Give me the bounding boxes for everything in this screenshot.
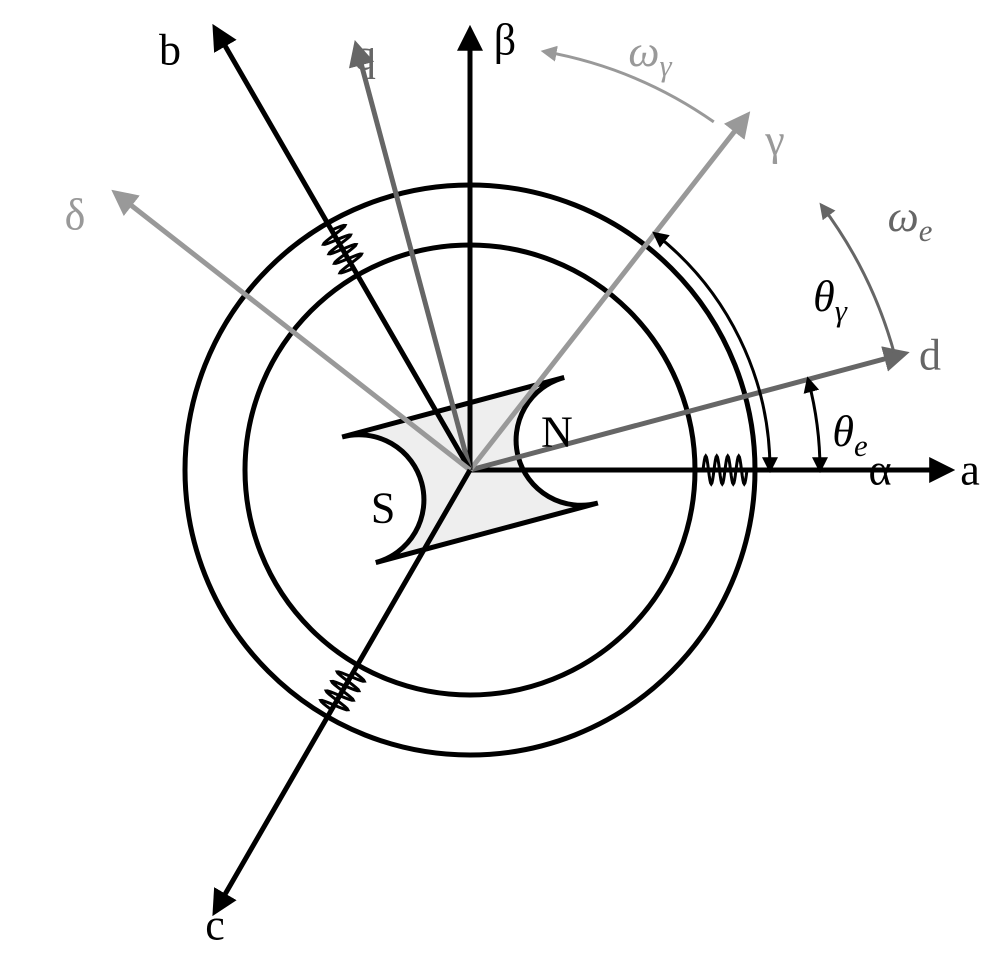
label-rotor-N: N [541,406,573,457]
label-omega_e: ωe [888,191,933,249]
label-axis-gamma: γ [765,115,784,166]
diagram-container: a α d γ β q b δ c θe θγωe ωγ N S [0,0,1000,955]
axis-delta [115,193,470,470]
label-rotor-S: S [371,483,395,534]
label-omega_gamma: ωγ [628,26,671,84]
axis-gamma [470,115,747,470]
label-axis-a: a [960,445,980,496]
label-axis-c: c [205,900,225,951]
label-axis-beta: β [494,15,516,66]
label-axis-q: q [354,30,376,81]
label-axis-d: d [919,330,941,381]
label-axis-b: b [159,25,181,76]
label-axis-alpha: α [868,445,891,496]
label-theta_gamma: θγ [813,271,847,329]
label-axis-delta: δ [65,190,86,241]
axis-q [356,45,470,470]
label-theta_e: θe [832,406,867,464]
diagram-svg [0,0,1000,955]
arc-theta_e [808,379,820,470]
